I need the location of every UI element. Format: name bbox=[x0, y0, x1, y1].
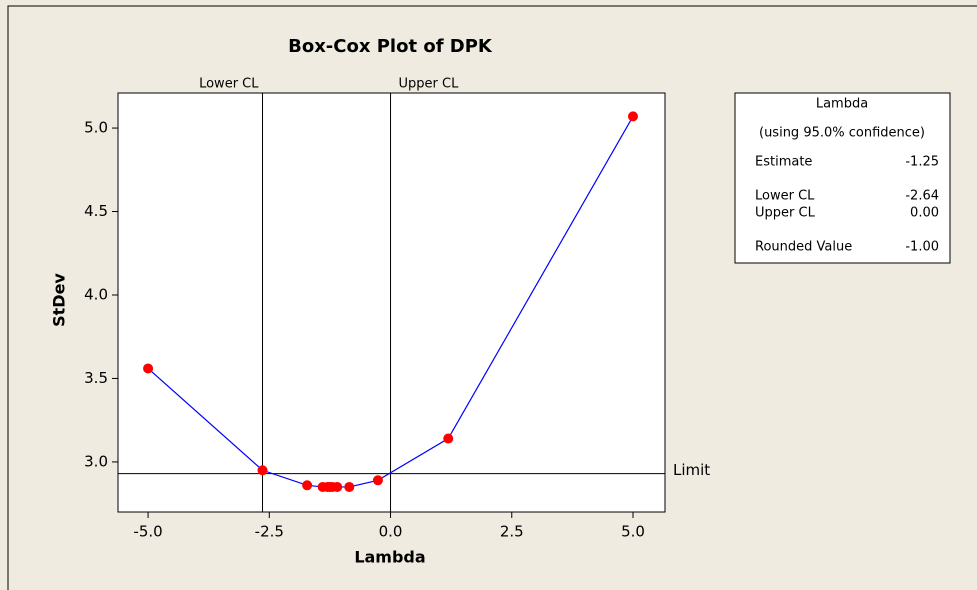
data-point bbox=[143, 363, 154, 374]
reference-label: Upper CL bbox=[399, 77, 460, 92]
plot-area bbox=[117, 92, 666, 513]
reference-label: Limit bbox=[673, 461, 710, 479]
legend-subtitle: (using 95.0% confidence) bbox=[759, 126, 925, 141]
x-tick-label: -2.5 bbox=[255, 523, 284, 541]
y-tick-label: 4.5 bbox=[84, 202, 108, 220]
chart-title: Box-Cox Plot of DPK bbox=[288, 36, 493, 57]
legend-value: -1.25 bbox=[905, 155, 939, 170]
reference-label: Lower CL bbox=[199, 77, 259, 92]
legend-box bbox=[734, 92, 951, 264]
legend-value: 0.00 bbox=[910, 206, 939, 221]
y-tick-label: 5.0 bbox=[84, 119, 108, 137]
legend-value: -2.64 bbox=[905, 189, 939, 204]
data-point bbox=[372, 475, 383, 486]
x-axis-label: Lambda bbox=[354, 548, 425, 567]
x-tick-label: -5.0 bbox=[133, 523, 162, 541]
legend-label: Lower CL bbox=[755, 189, 815, 204]
x-tick-label: 0.0 bbox=[379, 523, 403, 541]
y-tick-label: 3.0 bbox=[84, 452, 108, 470]
legend-label: Estimate bbox=[755, 155, 812, 170]
y-axis-label: StDev bbox=[50, 273, 69, 327]
y-tick-label: 3.5 bbox=[84, 369, 108, 387]
legend-value: -1.00 bbox=[905, 240, 939, 255]
data-point bbox=[332, 481, 343, 492]
data-point bbox=[627, 111, 638, 122]
x-tick-label: 5.0 bbox=[621, 523, 645, 541]
y-tick-label: 4.0 bbox=[84, 285, 108, 303]
legend-label: Upper CL bbox=[755, 206, 816, 221]
data-point bbox=[344, 481, 355, 492]
data-point bbox=[443, 433, 454, 444]
data-point bbox=[257, 465, 268, 476]
data-point bbox=[302, 480, 313, 491]
legend-label: Rounded Value bbox=[755, 240, 852, 255]
x-tick-label: 2.5 bbox=[500, 523, 524, 541]
legend-title: Lambda bbox=[816, 97, 868, 112]
